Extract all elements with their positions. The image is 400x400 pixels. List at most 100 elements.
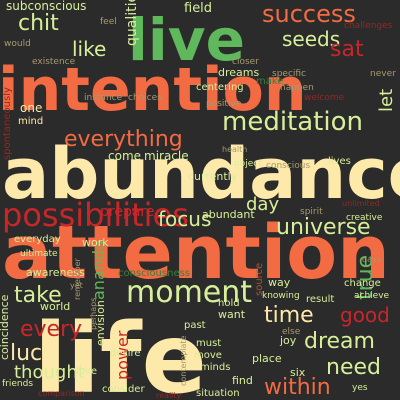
word-consider: consider <box>102 384 145 395</box>
word-love: love <box>76 366 97 377</box>
word-reality: reality <box>156 391 182 400</box>
word-remember: remember <box>73 257 82 300</box>
word-spirit: spirit <box>300 207 323 217</box>
word-come: come <box>108 149 141 163</box>
word-contemplate: contemplate <box>179 335 188 386</box>
word-attention: attention <box>2 210 390 296</box>
word-would: would <box>4 39 31 49</box>
word-way: way <box>268 276 291 289</box>
word-conscious: conscious <box>266 161 311 171</box>
word-desire: desire <box>110 348 141 359</box>
word-comparison: comparison <box>38 389 85 398</box>
word-power: power <box>113 330 132 380</box>
word-knowing: knowing <box>262 291 300 301</box>
word-meditation: meditation <box>222 107 363 137</box>
word-day: day <box>246 194 279 215</box>
word-never: never <box>370 69 396 79</box>
word-situation: situation <box>196 388 240 399</box>
word-live: live <box>128 6 245 74</box>
word-source: source <box>254 263 265 296</box>
word-need: need <box>326 355 381 380</box>
word-universe: universe <box>276 215 371 240</box>
word-else: else <box>282 327 301 337</box>
word-moment: moment <box>126 275 252 310</box>
word-health: health <box>222 145 247 154</box>
word-lives: lives <box>328 156 351 167</box>
word-abundance: abundance <box>2 133 400 215</box>
word-awareness: awareness <box>26 266 85 279</box>
word-object: object <box>234 159 262 169</box>
word-success: success <box>262 0 356 28</box>
word-positive: positive <box>206 99 242 109</box>
word-make: make <box>256 76 283 87</box>
word-mind: mind <box>18 116 43 127</box>
word-feel: feel <box>100 17 117 27</box>
word-one: one <box>20 101 42 115</box>
word-prepare: prepare <box>100 204 154 220</box>
word-seeds: seeds <box>282 27 340 51</box>
word-move: move <box>194 350 222 361</box>
word-possibilities: possibilities <box>2 196 189 234</box>
word-past: past <box>184 320 206 331</box>
word-sat: sat <box>330 37 364 62</box>
word-days: days <box>362 255 381 264</box>
word-subconscious: subconscious <box>6 0 86 13</box>
word-like: like <box>72 37 106 61</box>
word-must: must <box>196 338 221 349</box>
word-life: life <box>34 303 207 400</box>
word-achieve: achieve <box>354 291 390 301</box>
word-miracle: miracle <box>144 149 189 163</box>
word-six: six <box>290 366 306 379</box>
word-good: good <box>340 303 390 327</box>
word-everyday: everyday <box>14 234 61 245</box>
word-take: take <box>14 283 62 308</box>
word-dreams: dreams <box>218 66 259 79</box>
word-every: let <box>376 89 397 112</box>
word-world: world <box>40 300 70 313</box>
word-choices: choices <box>128 93 162 103</box>
word-everything: everything <box>64 127 183 152</box>
word-let: every <box>20 317 82 342</box>
word-ananda: ananda <box>89 240 108 300</box>
word-yet: yet <box>70 281 83 290</box>
word-within: within <box>264 375 331 400</box>
word-place: place <box>252 352 282 365</box>
word-yes: yes <box>352 383 368 393</box>
word-abundant: abundant <box>202 208 255 221</box>
word-specific: specific <box>272 69 306 79</box>
word-consciousness: consciousness <box>118 268 190 279</box>
word-dream: dream <box>304 329 375 354</box>
word-luck: luck <box>10 341 55 366</box>
word-challenges: challenges <box>344 21 393 31</box>
word-chit: chit <box>18 11 59 36</box>
word-envision: envision <box>94 300 107 346</box>
word-minds: minds <box>200 362 230 373</box>
word-qualities: qualities <box>124 0 140 46</box>
word-ultimate: ultimate <box>20 249 58 259</box>
word-existence: existence <box>32 57 76 67</box>
word-focus: focus <box>158 207 211 231</box>
word-currently: currently <box>188 170 238 183</box>
word-centering: centering <box>196 82 244 93</box>
word-field: field <box>184 1 212 16</box>
word-want: want <box>218 308 246 321</box>
word-change: change <box>344 278 381 289</box>
word-thought: thought <box>14 362 85 383</box>
word-spontaneously: spontaneously <box>2 87 13 160</box>
word-find: find <box>232 374 253 387</box>
word-result: result <box>306 294 334 305</box>
word-friends: friends <box>2 379 33 389</box>
word-happen: happen <box>280 83 314 93</box>
word-unlimited: unlimited <box>342 199 380 208</box>
word-creative: creative <box>346 213 383 223</box>
word-work: work <box>82 236 109 249</box>
word-true: true <box>353 255 378 300</box>
word-coincidence: coincidence <box>0 294 11 360</box>
word-hold: hold <box>218 298 240 309</box>
word-perhaps: perhaps <box>89 298 98 330</box>
word-time: time <box>264 303 314 328</box>
word-intention: intention <box>0 55 307 125</box>
